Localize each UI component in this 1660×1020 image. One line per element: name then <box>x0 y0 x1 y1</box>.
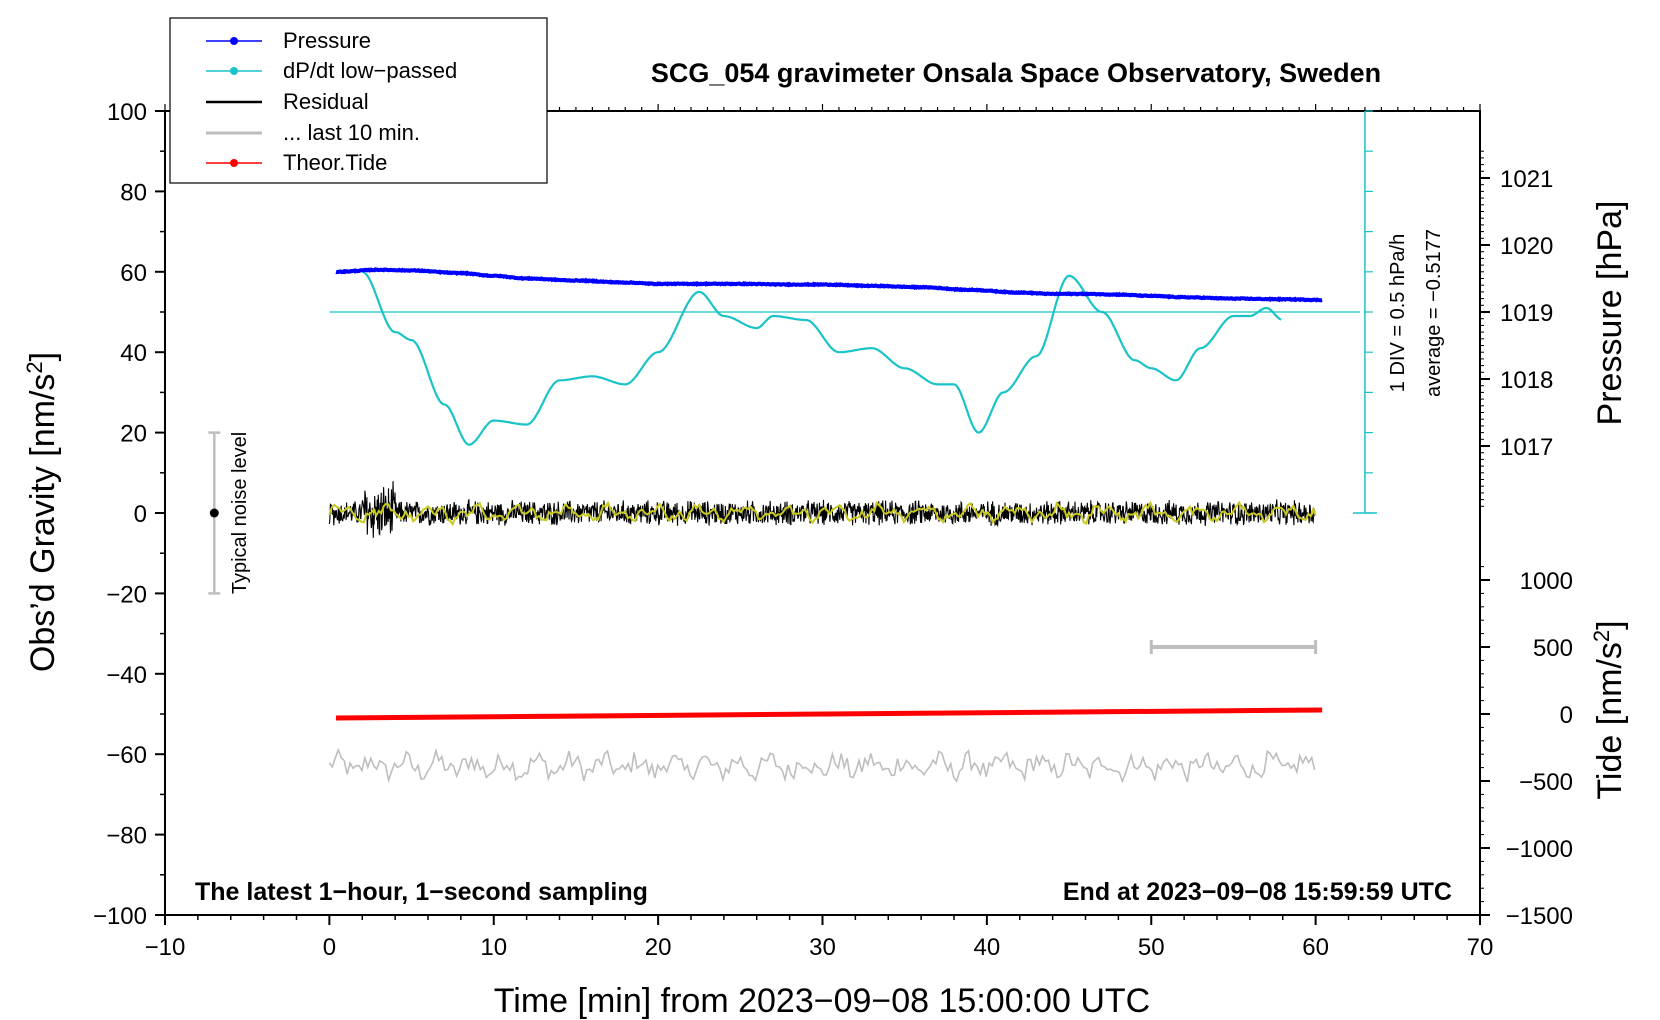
tide-tick-label: −1500 <box>1506 903 1573 930</box>
tide-tick-label: 0 <box>1560 702 1573 729</box>
y-tick-label: 40 <box>120 340 147 367</box>
dpdt-scale-axis <box>329 110 1377 514</box>
y-tick-label: −40 <box>106 662 147 689</box>
tide-tick-label: 500 <box>1533 635 1573 662</box>
end-time-note: End at 2023−09−08 15:59:59 UTC <box>1063 878 1452 906</box>
tide-tick-label: −500 <box>1519 769 1573 796</box>
x-tick-label: −10 <box>145 934 186 961</box>
legend-item-last10: ... last 10 min. <box>206 120 420 145</box>
pressure-tick-label: 1019 <box>1500 300 1553 327</box>
noise-level-label: Typical noise level <box>229 432 251 594</box>
x-tick-label: 40 <box>974 934 1001 961</box>
noise-bar-dot <box>209 508 219 518</box>
sampling-note: The latest 1−hour, 1−second sampling <box>195 878 648 906</box>
legend-dot-dpdt <box>230 67 238 75</box>
x-tick-label: 0 <box>323 934 336 961</box>
dpdt-average-label: average = −0.5177 <box>1423 229 1445 397</box>
pressure-tick-label: 1020 <box>1500 233 1553 260</box>
y-tick-label: 80 <box>120 179 147 206</box>
x-axis-title: Time [min] from 2023−09−08 15:00:00 UTC <box>494 982 1150 1020</box>
legend-dot-tide <box>230 159 238 167</box>
y-axis-title-main: Obs’d Gravity [nm/s <box>24 374 62 673</box>
tide-axis-title-end: ] <box>1591 620 1629 629</box>
x-tick-label: 30 <box>809 934 836 961</box>
tide-tick-label: 1000 <box>1520 568 1573 595</box>
y-tick-label: −60 <box>106 742 147 769</box>
x-tick-label: 70 <box>1467 934 1494 961</box>
legend-item-dpdt: dP/dt low−passed <box>206 58 457 83</box>
y-axis-title-sup: 2 <box>22 361 47 373</box>
y-axis-title-end: ] <box>24 352 62 361</box>
series-dpdt-line <box>362 270 1282 446</box>
x-tick-label: 20 <box>645 934 672 961</box>
tide-tick-label: −1000 <box>1506 836 1573 863</box>
y-axis-title: Obs’d Gravity [nm/s2] <box>22 352 62 672</box>
annotation-layer <box>208 431 1318 654</box>
legend-label-last10: ... last 10 min. <box>283 120 420 145</box>
y-tick-label: −80 <box>106 823 147 850</box>
x-tick-label: 60 <box>1302 934 1329 961</box>
y-axis-pressure: 1021 1020 1019 1018 1017 <box>1480 150 1553 507</box>
series-pressure-line <box>335 267 1323 303</box>
tide-axis-title: Tide [nm/s2] <box>1589 620 1629 799</box>
pressure-tick-label: 1021 <box>1500 166 1553 193</box>
tide-axis-title-main: Tide [nm/s <box>1591 642 1629 799</box>
series-last10-line <box>328 747 1316 784</box>
legend-item-tide: Theor.Tide <box>206 150 387 175</box>
legend-label-residual: Residual <box>283 89 369 114</box>
series-layer <box>328 267 1323 784</box>
x-tick-label: 10 <box>480 934 507 961</box>
pressure-axis-title: Pressure [hPa] <box>1591 201 1629 426</box>
dpdt-div-label: 1 DIV = 0.5 hPa/h <box>1387 234 1409 392</box>
legend-label-pressure: Pressure <box>283 28 371 53</box>
pressure-tick-label: 1017 <box>1500 434 1553 461</box>
y-tick-label: 0 <box>134 501 147 528</box>
y-tick-label: −100 <box>93 903 147 930</box>
x-tick-label: 50 <box>1138 934 1165 961</box>
x-axis: −10 0 10 20 30 40 50 60 70 <box>145 104 1494 961</box>
legend-item-pressure: Pressure <box>206 28 371 53</box>
legend: Pressure dP/dt low−passed Residual ... l… <box>169 17 548 184</box>
legend-item-residual: Residual <box>206 89 369 114</box>
series-residual-smoothed-line <box>328 500 1317 527</box>
legend-box <box>169 17 548 184</box>
y-tick-label: 20 <box>120 421 147 448</box>
tide-axis-title-sup: 2 <box>1589 630 1614 642</box>
legend-label-dpdt: dP/dt low−passed <box>283 58 457 83</box>
y-tick-label: 100 <box>107 99 147 126</box>
y-axis-tide: 1000 500 0 −500 −1000 −1500 <box>1480 566 1573 930</box>
legend-dot-pressure <box>230 37 238 45</box>
y-tick-label: −20 <box>106 581 147 608</box>
legend-label-tide: Theor.Tide <box>283 150 387 175</box>
y-tick-label: 60 <box>120 260 147 287</box>
chart-title: SCG_054 gravimeter Onsala Space Observat… <box>651 58 1381 88</box>
y-axis-gravity: 100 80 60 40 20 0 −20 −40 −60 −80 −100 <box>93 99 165 930</box>
series-tide-line <box>335 707 1323 721</box>
pressure-tick-label: 1018 <box>1500 367 1553 394</box>
